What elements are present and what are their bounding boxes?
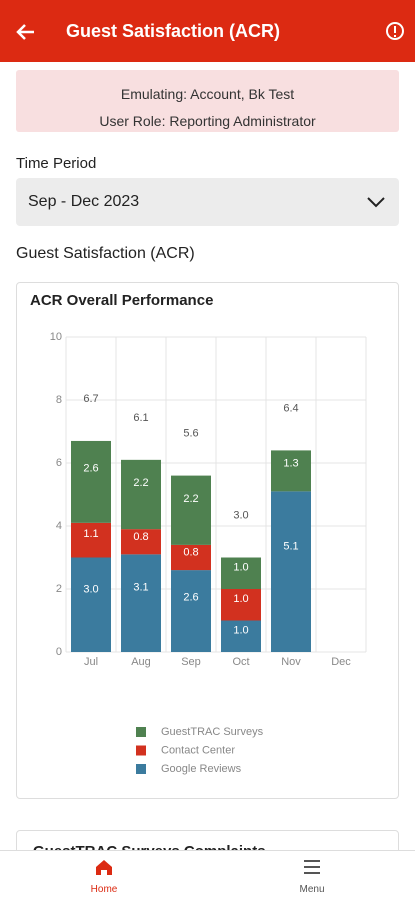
bar-segment	[221, 557, 261, 589]
app-bar: Guest Satisfaction (ACR)	[0, 0, 415, 62]
legend-swatch	[136, 764, 146, 774]
bottom-nav: Home Menu	[0, 850, 415, 900]
x-tick-label: Nov	[281, 656, 301, 668]
bar-segment	[121, 529, 161, 555]
data-label: 2.6	[83, 463, 98, 475]
back-button[interactable]	[14, 20, 38, 44]
nav-label: Home	[90, 884, 118, 895]
data-label: 3.0	[83, 583, 98, 595]
bar-segment	[171, 544, 211, 571]
banner-line: Emulating: Account, Bk Test	[120, 86, 295, 102]
chart-title: ACR Overall Performance	[30, 292, 213, 309]
chevron	[367, 197, 385, 208]
total-label: 6.1	[133, 412, 148, 424]
emulation-banner: Emulating: Account, Bk Test User Role: R…	[16, 70, 399, 132]
total-label: 6.7	[83, 393, 98, 405]
bar-segment	[171, 570, 211, 652]
menu-icon	[304, 860, 320, 874]
home-icon	[96, 860, 112, 875]
nav-menu[interactable]: Menu	[282, 857, 342, 895]
legend-swatch	[136, 727, 146, 737]
y-tick-label: 8	[56, 394, 62, 406]
data-label: 1.1	[83, 528, 98, 540]
legend-label: GuestTRAC Surveys	[161, 726, 264, 738]
data-label: 1.0	[233, 561, 248, 573]
bar-segment	[121, 554, 161, 652]
nav-label: Menu	[299, 884, 325, 895]
bar-segment	[171, 475, 211, 545]
y-tick-label: 0	[56, 646, 62, 658]
x-tick-label: Sep	[181, 656, 201, 668]
app-title: Guest Satisfaction (ACR)	[66, 21, 281, 41]
y-tick-label: 10	[50, 331, 62, 343]
data-label: 1.3	[283, 458, 298, 470]
data-label: 0.8	[133, 531, 148, 543]
x-tick-label: Oct	[232, 656, 249, 668]
data-label: 5.1	[283, 540, 298, 552]
x-tick-label: Jul	[84, 656, 98, 668]
bar-segment	[221, 620, 261, 652]
chart-card: ACR Overall Performance 0 2 4 6 8 10 Jul 3.0 1.1…	[16, 282, 399, 799]
data-label: 1.0	[233, 593, 248, 605]
info-button[interactable]	[385, 21, 405, 41]
data-label: 2.6	[183, 592, 198, 604]
dropdown-value: Sep - Dec 2023	[28, 193, 140, 210]
x-tick-label: Dec	[331, 656, 351, 668]
legend-swatch	[136, 745, 146, 756]
bar-segment	[71, 557, 111, 652]
y-tick-label: 2	[56, 583, 62, 595]
total-label: 5.6	[183, 428, 198, 440]
total-label: 6.4	[283, 402, 298, 414]
bar-segment	[71, 522, 111, 558]
y-tick-label: 4	[56, 520, 62, 532]
bar-segment	[221, 589, 261, 621]
legend-label: Contact Center	[161, 744, 235, 756]
data-label: 0.8	[183, 547, 198, 559]
data-label: 3.1	[133, 581, 148, 593]
bar-segment	[121, 459, 161, 530]
x-tick-label: Aug	[131, 656, 151, 668]
period-dropdown[interactable]: Sep - Dec 2023	[16, 178, 399, 226]
section-title: Guest Satisfaction (ACR)	[16, 245, 195, 262]
data-label: 1.0	[233, 624, 248, 636]
y-tick-label: 6	[56, 457, 62, 469]
total-label: 3.0	[233, 509, 248, 521]
data-label: 2.2	[183, 493, 198, 505]
bar-segment	[71, 440, 111, 523]
field-label: Time Period	[16, 155, 97, 172]
banner-line: User Role: Reporting Administrator	[99, 113, 316, 129]
nav-home[interactable]: Home	[74, 857, 134, 895]
bar-segment	[271, 491, 311, 652]
chart: ACR Overall Performance 0 2 4 6 8 10 Jul 3.0 1.1…	[30, 292, 367, 775]
data-label: 2.2	[133, 477, 148, 489]
bar-segment	[271, 450, 311, 492]
legend-label: Google Reviews	[161, 763, 242, 775]
